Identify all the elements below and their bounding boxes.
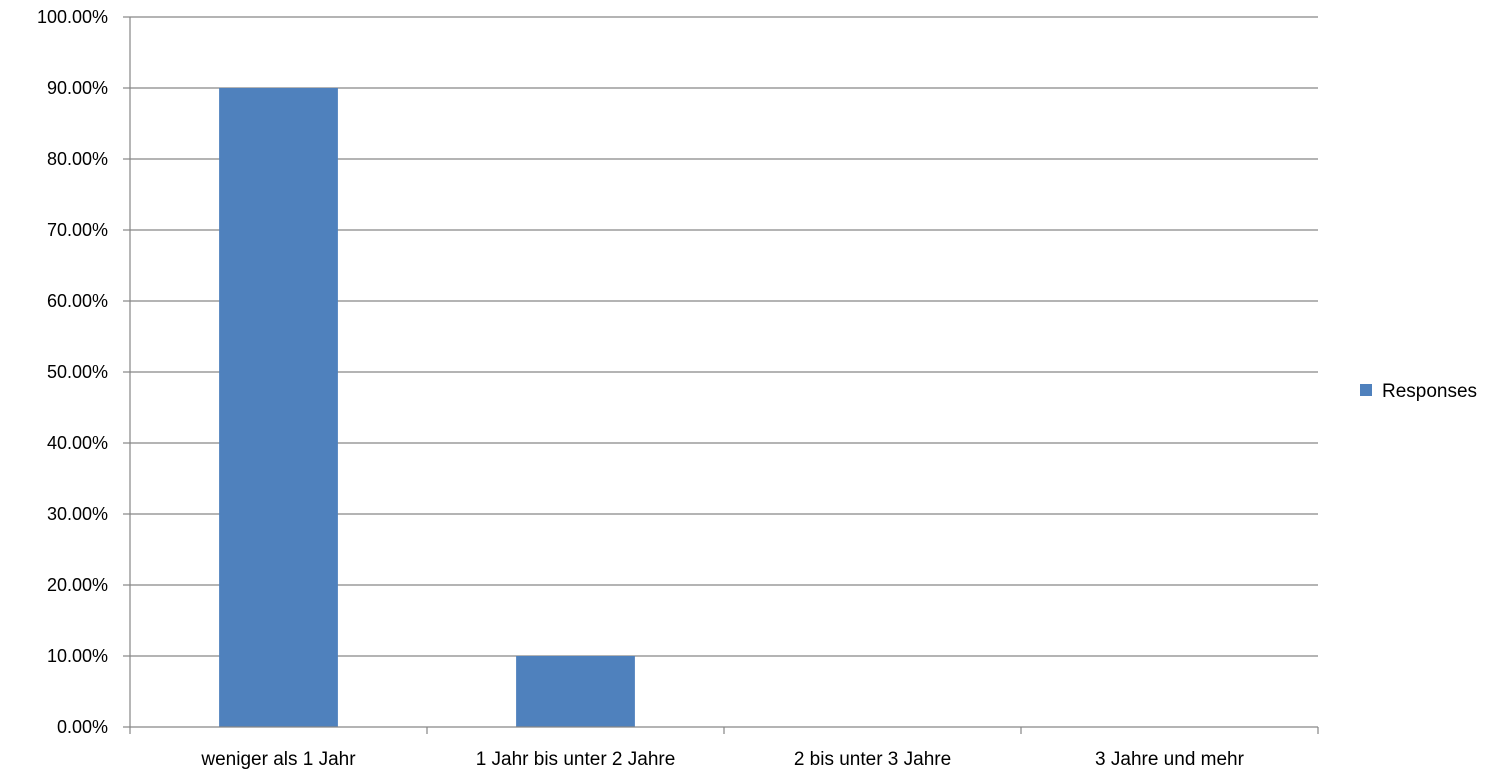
- bar: [516, 656, 635, 727]
- legend-label: Responses: [1382, 381, 1477, 402]
- axes: [129, 17, 1319, 734]
- x-tick-label: 3 Jahre und mehr: [1095, 749, 1245, 770]
- y-tick-label: 100.00%: [37, 7, 108, 27]
- legend-swatch: [1360, 384, 1372, 396]
- y-tick-label: 30.00%: [47, 504, 108, 524]
- y-tick-label: 80.00%: [47, 149, 108, 169]
- x-tick-label: 2 bis unter 3 Jahre: [794, 749, 951, 770]
- bar: [219, 88, 338, 727]
- legend: Responses: [1360, 381, 1477, 402]
- y-tick-label: 0.00%: [57, 717, 108, 737]
- y-tick-label: 60.00%: [47, 291, 108, 311]
- y-tick-label: 20.00%: [47, 575, 108, 595]
- bars: [219, 88, 635, 727]
- y-tick-label: 90.00%: [47, 78, 108, 98]
- y-tick-labels: 0.00% 10.00% 20.00% 30.00% 40.00% 50.00% 60.00…: [37, 7, 108, 737]
- y-tick-label: 10.00%: [47, 646, 108, 666]
- x-tick-label: weniger als 1 Jahr: [200, 749, 356, 770]
- x-tick-labels: weniger als 1 Jahr 1 Jahr bis unter 2 Jah…: [200, 749, 1244, 770]
- y-tick-label: 50.00%: [47, 362, 108, 382]
- y-tick-label: 40.00%: [47, 433, 108, 453]
- y-tick-label: 70.00%: [47, 220, 108, 240]
- x-tick-label: 1 Jahr bis unter 2 Jahre: [476, 749, 676, 770]
